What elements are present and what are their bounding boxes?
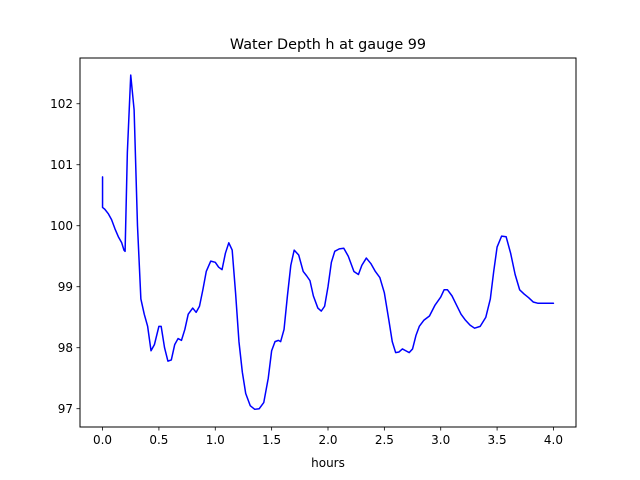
plot-frame <box>79 57 577 428</box>
y-tick-label: 97 <box>58 402 73 416</box>
x-tick-label: 4.0 <box>544 433 563 447</box>
x-tick-label: 3.5 <box>488 433 507 447</box>
x-tick-label: 2.0 <box>318 433 337 447</box>
series-line-0 <box>101 74 555 411</box>
x-axis: 0.0 0.5 1.0 1.5 2.0 2.5 3.0 3.5 4.0 <box>93 427 563 447</box>
chart-title: Water Depth h at gauge 99 <box>230 37 426 53</box>
y-tick-label: 100 <box>50 219 73 233</box>
x-tick-label: 3.0 <box>431 433 450 447</box>
y-tick-label: 102 <box>50 97 73 111</box>
y-axis: 97 98 99 100 101 102 <box>50 97 80 416</box>
x-tick-label: 0.0 <box>93 433 112 447</box>
y-tick-label: 101 <box>50 158 73 172</box>
y-tick-label: 99 <box>58 280 73 294</box>
y-tick-label: 98 <box>58 341 73 355</box>
x-tick-label: 1.5 <box>262 433 281 447</box>
plot-area <box>101 74 555 411</box>
x-axis-label: hours <box>311 456 345 470</box>
x-tick-label: 1.0 <box>206 433 225 447</box>
x-tick-label: 2.5 <box>375 433 394 447</box>
x-tick-label: 0.5 <box>149 433 168 447</box>
